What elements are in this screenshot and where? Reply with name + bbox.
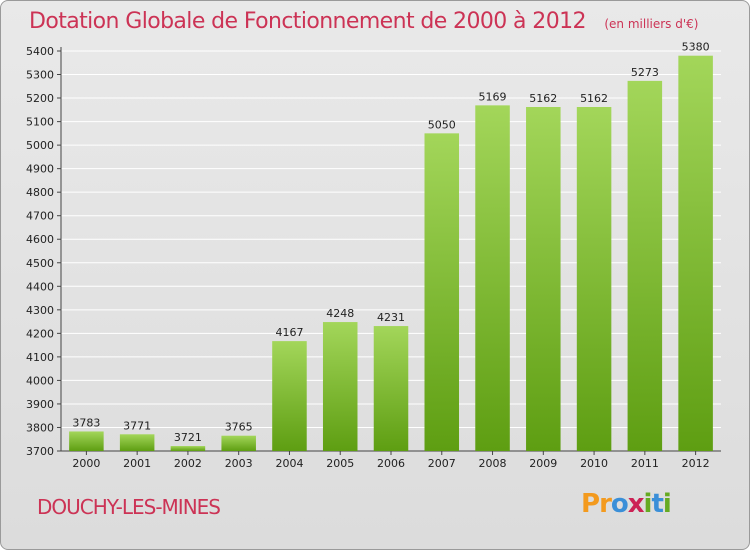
bar [475,105,510,452]
bar [119,434,155,451]
x-tick-label: 2003 [225,457,253,470]
y-tick-label: 4700 [26,210,54,223]
logo-letter: x [627,489,645,519]
x-tick-label: 2004 [275,457,303,470]
unit-label: (en milliers d'€) [604,17,699,31]
y-tick-label: 4500 [26,257,54,270]
bar-value-label: 5169 [479,90,507,103]
x-tick-label: 2001 [123,457,151,470]
y-tick-label: 4900 [26,163,54,176]
logo-letter: P [581,489,600,519]
x-tick-label: 2008 [479,457,507,470]
y-tick-label: 5200 [26,92,54,105]
bar [69,431,104,451]
proxiti-logo: Proxiti [581,489,672,519]
bar-value-label: 3721 [174,431,202,444]
bar [272,341,307,451]
logo-letter: t [651,489,663,519]
x-tick-label: 2000 [72,457,100,470]
bar-value-label: 3765 [225,421,253,434]
y-tick-label: 5000 [26,139,54,152]
bar [526,107,561,451]
bar [678,55,713,452]
bar [221,435,256,451]
y-tick-label: 3800 [26,421,54,434]
y-tick-label: 4000 [26,374,54,387]
y-tick-label: 4400 [26,280,54,293]
y-tick-label: 5400 [26,45,54,58]
bar [373,326,409,451]
y-tick-label: 3900 [26,398,54,411]
x-tick-label: 2009 [529,457,557,470]
bar-value-label: 5050 [428,118,456,131]
x-tick-label: 2007 [428,457,456,470]
x-tick-label: 2006 [377,457,405,470]
bar-value-label: 3783 [72,416,100,429]
logo-letter: o [610,489,629,519]
bar [627,80,663,451]
x-tick-label: 2002 [174,457,202,470]
y-tick-label: 4800 [26,186,54,199]
bar [322,322,358,451]
chart-title: Dotation Globale de Fonctionnement de 20… [29,9,587,34]
title-row: Dotation Globale de Fonctionnement de 20… [29,9,698,34]
x-tick-label: 2012 [682,457,710,470]
bar-value-label: 4231 [377,311,405,324]
bar-value-label: 5162 [580,92,608,105]
logo-letter: i [643,489,653,519]
bar [576,107,612,451]
y-tick-label: 4600 [26,233,54,246]
y-tick-label: 4200 [26,327,54,340]
commune-name: DOUCHY-LES-MINES [37,495,221,519]
bar-value-label: 5273 [631,66,659,79]
y-tick-label: 4300 [26,304,54,317]
y-tick-label: 4100 [26,351,54,364]
bar-value-label: 4167 [275,326,303,339]
x-tick-label: 2005 [326,457,354,470]
bar-value-label: 5380 [682,41,710,54]
logo-letter: i [662,489,672,519]
bar [424,133,460,451]
y-tick-label: 5300 [26,69,54,82]
bar-value-label: 3771 [123,419,151,432]
bar-value-label: 5162 [529,92,557,105]
y-tick-label: 5100 [26,116,54,129]
bar [170,446,206,451]
y-tick-label: 3700 [26,445,54,458]
bar-value-label: 4248 [326,307,354,320]
logo-letter: r [599,489,612,519]
x-tick-label: 2010 [580,457,608,470]
x-tick-label: 2011 [631,457,659,470]
